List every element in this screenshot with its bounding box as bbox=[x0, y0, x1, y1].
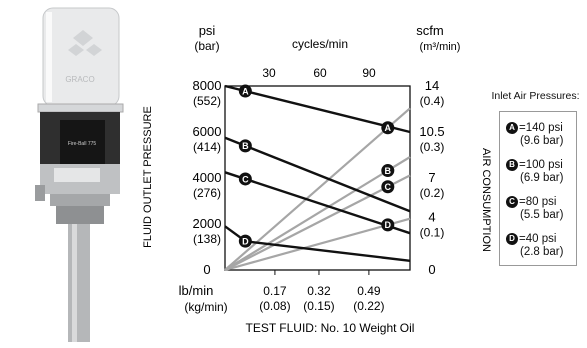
left-tick-sublabel: (552) bbox=[193, 94, 221, 108]
series-marker-b: B bbox=[238, 139, 252, 153]
air-line-b bbox=[224, 156, 411, 271]
top-tick-label: 90 bbox=[362, 66, 376, 80]
left-axis-label: FLUID OUTLET PRESSURE bbox=[142, 106, 154, 248]
bottom-axis-unit-sub: (kg/min) bbox=[184, 300, 227, 314]
svg-text:A: A bbox=[242, 86, 249, 96]
svg-text:A: A bbox=[385, 123, 392, 133]
right-tick-sublabel: (0.4) bbox=[420, 94, 445, 108]
svg-text:C: C bbox=[385, 182, 392, 192]
bottom-axis-unit: lb/min bbox=[179, 283, 214, 298]
top-axis-label: cycles/min bbox=[292, 37, 348, 51]
legend-title: Inlet Air Pressures: bbox=[491, 90, 580, 102]
right-tick-sublabel: (0.3) bbox=[420, 140, 445, 154]
legend-marker-a: A bbox=[506, 122, 518, 134]
bottom-tick-sublabel: (0.08) bbox=[259, 299, 290, 313]
legend-item-a: A =140 psi (9.6 bar) bbox=[506, 122, 576, 148]
series-marker-b: B bbox=[381, 164, 395, 178]
right-tick-label: 7 bbox=[428, 170, 435, 185]
pressure-line-c bbox=[224, 171, 411, 235]
left-tick-label: 4000 bbox=[193, 170, 222, 185]
legend-psi: =40 psi bbox=[519, 233, 557, 245]
legend-bar: (2.8 bar) bbox=[520, 246, 564, 258]
top-tick-label: 60 bbox=[313, 66, 327, 80]
legend-marker-d: D bbox=[506, 233, 518, 245]
right-tick-label: 10.5 bbox=[419, 124, 444, 139]
left-tick-label: 0 bbox=[203, 262, 210, 277]
legend-psi: =80 psi bbox=[519, 196, 557, 208]
series-marker-c: C bbox=[381, 180, 395, 194]
bottom-tick-label: 0.32 bbox=[307, 284, 331, 298]
legend-psi: =140 psi bbox=[519, 122, 563, 134]
legend: A =140 psi (9.6 bar) B =100 psi (6.9 bar) C =80… bbox=[499, 111, 577, 266]
legend-item-b: B =100 psi (6.9 bar) bbox=[506, 159, 576, 185]
right-tick-sublabel: (0.1) bbox=[420, 225, 445, 239]
right-axis-label: AIR CONSUMPTION bbox=[480, 148, 492, 252]
right-axis-unit-sub: (m³/min) bbox=[420, 41, 461, 53]
bottom-tick-sublabel: (0.22) bbox=[353, 299, 384, 313]
series-marker-a: A bbox=[238, 84, 252, 98]
bottom-tick-label: 0.17 bbox=[263, 284, 287, 298]
chart-caption: TEST FLUID: No. 10 Weight Oil bbox=[246, 321, 415, 335]
model-label: Fire-Ball 775 bbox=[68, 141, 97, 147]
series-marker-d: D bbox=[238, 234, 252, 248]
pressure-line-a bbox=[224, 84, 411, 134]
pump-image: GRACO Fire-Ball 775 bbox=[35, 7, 124, 342]
pressure-line-b bbox=[224, 136, 411, 213]
left-tick-sublabel: (414) bbox=[193, 140, 221, 154]
legend-bar: (5.5 bar) bbox=[520, 209, 564, 221]
svg-text:B: B bbox=[242, 141, 249, 151]
series-marker-c: C bbox=[238, 172, 252, 186]
left-tick-label: 6000 bbox=[193, 124, 222, 139]
left-axis-unit-sub: (bar) bbox=[194, 39, 219, 53]
svg-text:C: C bbox=[242, 174, 249, 184]
svg-text:B: B bbox=[385, 166, 392, 176]
svg-text:D: D bbox=[242, 236, 249, 246]
left-tick-sublabel: (138) bbox=[193, 232, 221, 246]
series-marker-d: D bbox=[381, 218, 395, 232]
legend-bar: (6.9 bar) bbox=[520, 172, 564, 184]
right-tick-label: 14 bbox=[425, 78, 439, 93]
legend-marker-c: C bbox=[506, 196, 518, 208]
legend-item-d: D =40 psi (2.8 bar) bbox=[506, 233, 576, 259]
legend-item-c: C =80 psi (5.5 bar) bbox=[506, 196, 576, 222]
left-tick-label: 2000 bbox=[193, 216, 222, 231]
left-axis-unit: psi bbox=[199, 23, 216, 38]
air-line-c bbox=[224, 174, 411, 271]
bottom-tick-sublabel: (0.15) bbox=[303, 299, 334, 313]
right-tick-sublabel: (0.2) bbox=[420, 186, 445, 200]
legend-bar: (9.6 bar) bbox=[520, 135, 564, 147]
air-line-d bbox=[224, 217, 411, 272]
plot-frame bbox=[224, 85, 411, 271]
left-tick-sublabel: (276) bbox=[193, 186, 221, 200]
right-tick-label: 0 bbox=[428, 262, 435, 277]
legend-marker-b: B bbox=[506, 159, 518, 171]
bottom-tick-label: 0.49 bbox=[357, 284, 381, 298]
right-axis-unit: scfm bbox=[416, 23, 443, 38]
brand-logo: GRACO bbox=[65, 75, 94, 84]
left-tick-label: 8000 bbox=[193, 78, 222, 93]
legend-psi: =100 psi bbox=[519, 159, 563, 171]
series-marker-a: A bbox=[381, 121, 395, 135]
right-tick-label: 4 bbox=[428, 209, 435, 224]
top-tick-label: 30 bbox=[262, 66, 276, 80]
svg-text:D: D bbox=[385, 220, 392, 230]
